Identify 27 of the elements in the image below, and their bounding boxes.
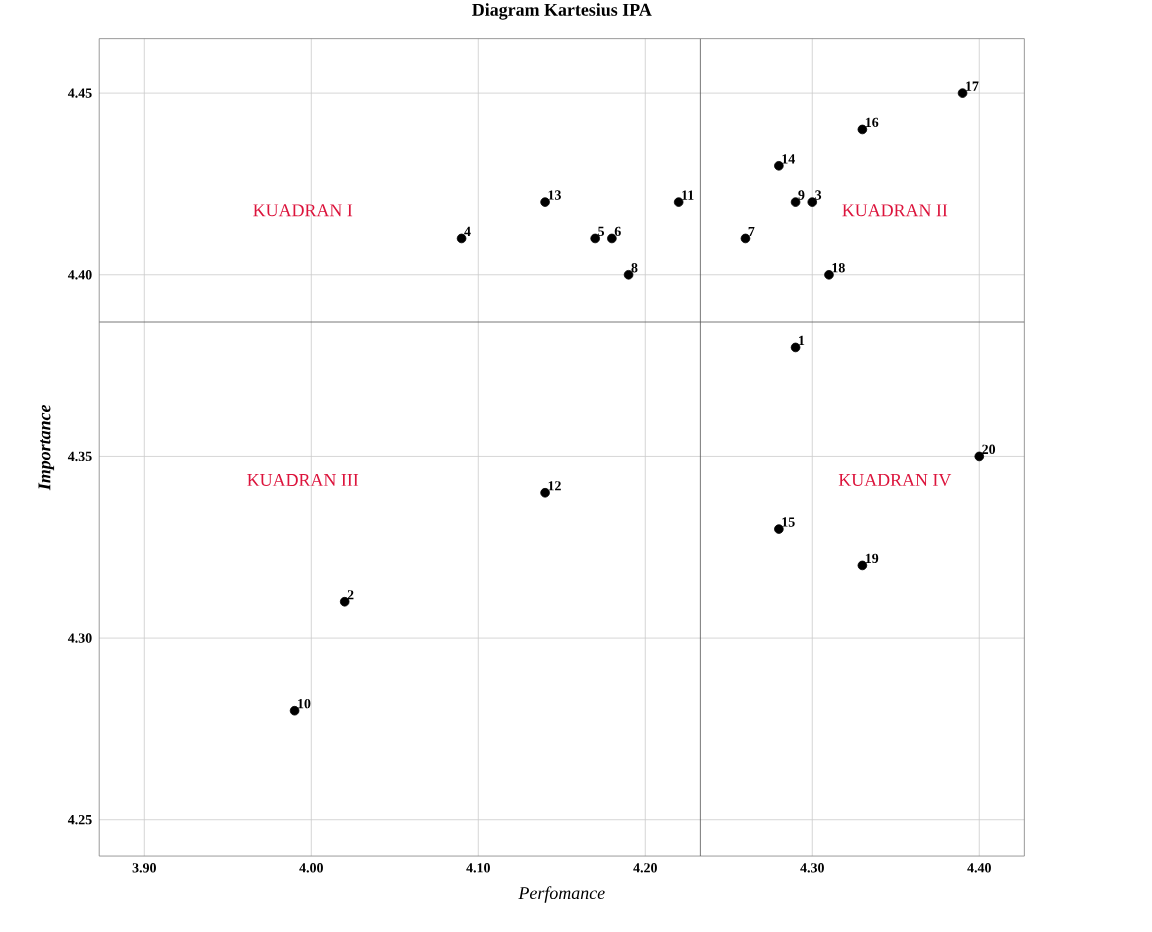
point	[289, 705, 300, 716]
point	[790, 197, 801, 207]
point	[857, 124, 868, 134]
point	[607, 233, 617, 243]
point	[540, 197, 550, 207]
point	[857, 560, 868, 570]
y-axis-title: Importance	[38, 404, 55, 491]
point	[339, 596, 350, 607]
annotation: KUADRAN II	[842, 204, 948, 217]
annotation: KUADRAN III	[247, 473, 359, 486]
chart-title: Diagram Kartesius IPA	[472, 2, 652, 20]
point	[740, 233, 751, 243]
point	[623, 269, 634, 280]
point	[790, 342, 801, 352]
point	[824, 269, 834, 280]
point	[974, 451, 985, 461]
point	[807, 197, 818, 207]
point	[590, 233, 600, 243]
x-axis-title: Perfomance	[518, 885, 605, 903]
point	[456, 233, 467, 243]
point	[774, 524, 784, 534]
point	[540, 487, 550, 498]
annotation: KUADRAN IV	[838, 473, 952, 486]
point	[957, 88, 968, 98]
point	[673, 197, 684, 207]
annotation: KUADRAN I	[253, 204, 353, 217]
point	[774, 160, 784, 171]
